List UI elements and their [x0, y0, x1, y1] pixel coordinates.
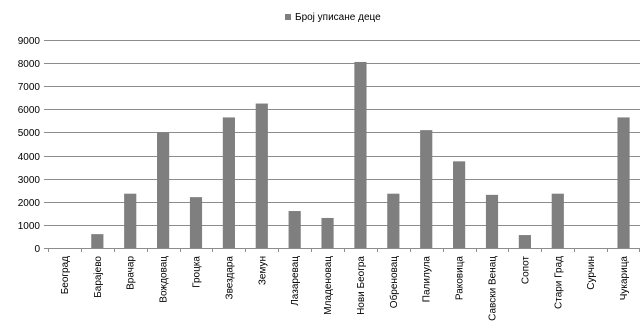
bar-8: [288, 211, 301, 248]
x-tick-label: Савски Венац: [488, 256, 499, 321]
x-tick-label: Барајево: [93, 256, 104, 298]
x-tick-label: Лазаревац: [290, 256, 301, 306]
x-tick-label: Младеновац: [323, 256, 334, 315]
x-tick-label: Раковица: [455, 256, 466, 301]
x-tick-label: Нови Београ: [356, 256, 367, 315]
legend-swatch: [285, 14, 291, 20]
bar-2: [91, 234, 104, 248]
x-tick-label: Обреновац: [388, 256, 400, 308]
y-tick-label: 7000: [18, 82, 41, 93]
x-tick-label: Београд: [60, 256, 71, 294]
legend-label: Број уписане деце: [295, 12, 381, 23]
x-tick-label: Вождовац: [159, 256, 170, 303]
bar-13: [453, 161, 466, 248]
x-tick-label: Звездара: [224, 256, 235, 300]
x-tick-label: Стари Град: [553, 256, 564, 309]
bar-14: [485, 194, 499, 248]
y-tick-label: 2000: [18, 198, 41, 209]
y-tick-label: 4000: [18, 152, 41, 163]
x-tick-label: Сопот: [520, 256, 531, 285]
gridlines: [48, 40, 640, 226]
bar-10: [354, 61, 367, 249]
y-tick-label: 1000: [18, 221, 41, 232]
x-axis-ticks: Београд Барајево Врачар Вождовац Гроцка Звезд…: [48, 248, 640, 321]
x-tick-label: Чукарица: [619, 256, 630, 301]
y-tick-label: 6000: [18, 105, 41, 116]
bars: [91, 61, 630, 249]
y-tick-label: 5000: [18, 128, 41, 139]
x-tick-label: Врачар: [126, 256, 137, 290]
x-tick-label: Сурчин: [586, 256, 597, 290]
bar-12: [420, 130, 433, 248]
bar-7: [255, 103, 268, 248]
bar-3: [124, 193, 137, 248]
y-axis-ticks: 0 1000 2000 3000 4000 5000 6000 7000 8000 9000: [18, 36, 48, 255]
y-tick-label: 8000: [18, 59, 41, 70]
bar-18: [617, 117, 630, 248]
y-tick-label: 3000: [18, 175, 41, 186]
bar-6: [222, 117, 235, 248]
bar-11: [387, 193, 400, 248]
bar-4: [157, 132, 170, 248]
legend: Број уписане деце: [285, 12, 381, 23]
x-tick-label: Палилула: [422, 256, 433, 303]
bar-5: [189, 197, 203, 248]
bar-9: [321, 217, 334, 248]
x-tick-label: Земун: [257, 256, 268, 285]
y-tick-label: 9000: [18, 36, 41, 47]
bar-15: [518, 235, 531, 248]
bar-16: [551, 193, 564, 248]
y-tick-label: 0: [34, 244, 40, 255]
x-tick-label: Гроцка: [192, 256, 203, 288]
